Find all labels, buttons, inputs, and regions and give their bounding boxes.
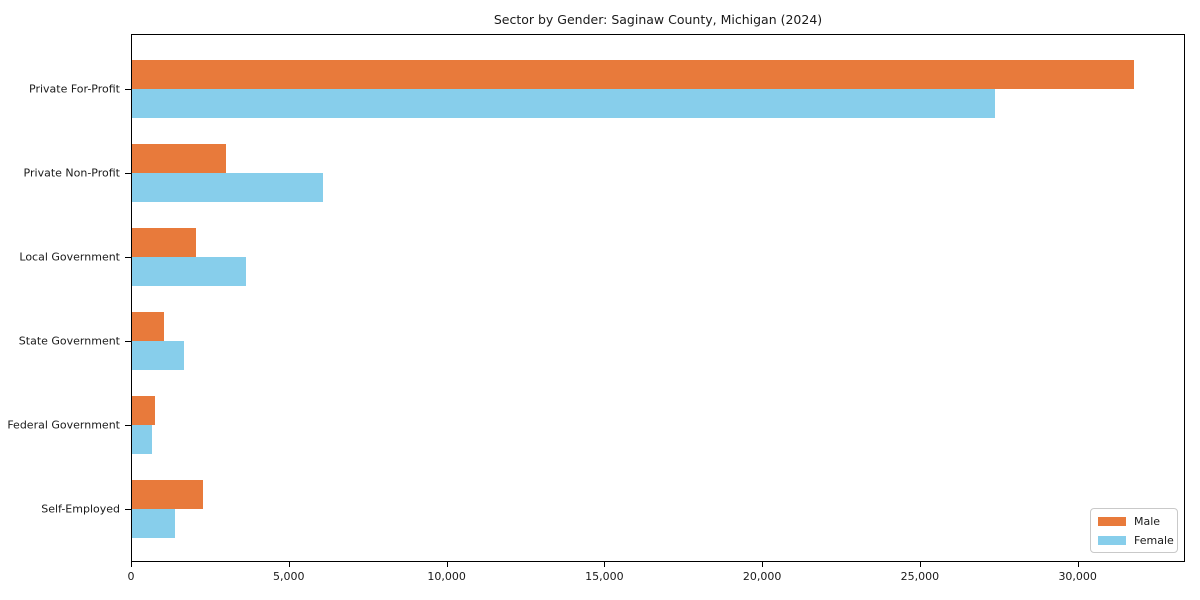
bar-female-private-for-profit xyxy=(132,89,996,118)
x-axis-label-25-000: 25,000 xyxy=(900,570,940,583)
bars-container xyxy=(132,35,1184,561)
x-axis-label-10-000: 10,000 xyxy=(427,570,466,583)
y-tick-mark xyxy=(125,257,131,258)
y-axis-label-self-employed: Self-Employed xyxy=(41,502,120,516)
y-axis-label-private-for-profit: Private For-Profit xyxy=(29,82,120,96)
legend-item-female: Female xyxy=(1098,534,1174,546)
bar-female-self-employed xyxy=(132,509,175,538)
bar-male-local-government xyxy=(132,228,196,257)
y-axis-label-private-non-profit: Private Non-Profit xyxy=(23,166,120,180)
bar-male-federal-government xyxy=(132,396,156,425)
y-tick-mark xyxy=(125,173,131,174)
y-axis-label-local-government: Local Government xyxy=(19,250,120,264)
bar-group-local-government xyxy=(132,228,1184,286)
legend-swatch-male xyxy=(1098,516,1126,526)
x-axis-label-30-000: 30,000 xyxy=(1058,570,1097,583)
bar-group-self-employed xyxy=(132,480,1184,538)
legend: Male Female xyxy=(1090,508,1178,553)
bar-male-self-employed xyxy=(132,480,203,509)
y-axis-label-state-government: State Government xyxy=(18,334,120,348)
x-tick-mark xyxy=(762,562,764,567)
y-tick-mark xyxy=(125,509,131,510)
legend-label-male: Male xyxy=(1134,514,1161,528)
y-axis-label-federal-government: Federal Government xyxy=(7,418,120,432)
y-tick-mark xyxy=(125,89,131,90)
x-tick-mark xyxy=(1077,562,1079,567)
bar-group-state-government xyxy=(132,312,1184,370)
chart-title: Sector by Gender: Saginaw County, Michig… xyxy=(493,12,823,27)
x-axis-label-5-000: 5,000 xyxy=(273,570,305,583)
x-axis-label-0: 0 xyxy=(127,570,135,583)
bar-female-state-government xyxy=(132,341,184,370)
bar-female-local-government xyxy=(132,257,246,286)
x-tick-mark xyxy=(604,562,606,567)
x-tick-mark xyxy=(919,562,921,567)
x-tick-mark xyxy=(446,562,448,567)
legend-item-male: Male xyxy=(1098,515,1170,527)
bar-group-private-non-profit xyxy=(132,144,1184,202)
bar-female-private-non-profit xyxy=(132,173,324,202)
bar-group-federal-government xyxy=(132,396,1184,454)
bar-female-federal-government xyxy=(132,425,152,454)
bar-male-private-non-profit xyxy=(132,144,227,173)
y-tick-mark xyxy=(125,425,131,426)
bar-group-private-for-profit xyxy=(132,60,1184,118)
bar-male-private-for-profit xyxy=(132,60,1134,89)
x-tick-mark xyxy=(131,562,132,567)
x-axis-label-15-000: 15,000 xyxy=(585,570,624,583)
x-axis-label-20-000: 20,000 xyxy=(742,570,782,583)
legend-swatch-female xyxy=(1098,535,1126,545)
plot-area xyxy=(131,34,1185,562)
y-tick-mark xyxy=(125,341,131,342)
x-tick-mark xyxy=(288,562,290,567)
bar-male-state-government xyxy=(132,312,164,341)
legend-label-female: Female xyxy=(1134,533,1174,547)
